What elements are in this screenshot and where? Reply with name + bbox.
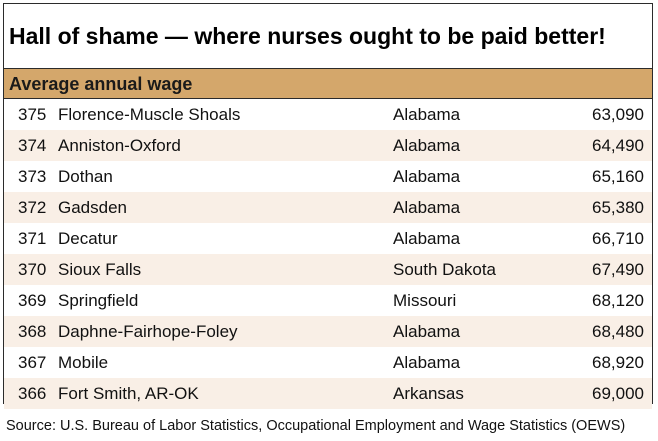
table-row: 372 Gadsden Alabama 65,380 [4, 192, 652, 223]
rank-cell: 368 [18, 322, 47, 341]
state-cell: Missouri [393, 291, 457, 310]
metro-cell: Springfield [58, 291, 139, 310]
metro-cell: Sioux Falls [58, 260, 142, 279]
rank-cell: 367 [18, 353, 47, 372]
rank-cell: 374 [18, 136, 47, 155]
state-cell: South Dakota [393, 260, 497, 279]
chart-title: Hall of shame — where nurses ought to be… [9, 23, 606, 49]
state-cell: Alabama [393, 322, 461, 341]
wage-cell: 68,480 [592, 322, 644, 341]
rank-cell: 373 [18, 167, 47, 186]
metro-cell: Anniston-Oxford [58, 136, 181, 155]
rank-cell: 369 [18, 291, 47, 310]
table-row: 371 Decatur Alabama 66,710 [4, 223, 652, 254]
table-row: 367 Mobile Alabama 68,920 [4, 347, 652, 378]
rank-cell: 372 [18, 198, 47, 217]
rank-cell: 370 [18, 260, 47, 279]
rank-cell: 375 [18, 105, 47, 124]
metro-cell: Fort Smith, AR-OK [58, 384, 199, 403]
state-cell: Alabama [393, 353, 461, 372]
table-row: 373 Dothan Alabama 65,160 [4, 161, 652, 192]
state-cell: Alabama [393, 105, 461, 124]
table-row: 374 Anniston-Oxford Alabama 64,490 [4, 130, 652, 161]
wage-cell: 63,090 [592, 105, 644, 124]
table-row: 368 Daphne-Fairhope-Foley Alabama 68,480 [4, 316, 652, 347]
state-cell: Arkansas [393, 384, 464, 403]
metro-cell: Daphne-Fairhope-Foley [58, 322, 238, 341]
table-row: 366 Fort Smith, AR-OK Arkansas 69,000 [4, 378, 652, 409]
wage-cell: 64,490 [592, 136, 644, 155]
metro-cell: Dothan [58, 167, 113, 186]
wage-cell: 67,490 [592, 260, 644, 279]
wage-cell: 65,160 [592, 167, 644, 186]
wage-cell: 65,380 [592, 198, 644, 217]
state-cell: Alabama [393, 136, 461, 155]
metro-cell: Mobile [58, 353, 109, 372]
table-body: 375 Florence-Muscle Shoals Alabama 63,090 37… [4, 99, 652, 409]
wage-cell: 68,920 [592, 353, 644, 372]
wage-cell: 69,000 [592, 384, 644, 403]
rank-cell: 371 [18, 229, 47, 248]
state-cell: Alabama [393, 229, 461, 248]
table-row: 369 Springfield Missouri 68,120 [4, 285, 652, 316]
metro-cell: Gadsden [58, 198, 127, 217]
metro-cell: Decatur [58, 229, 118, 248]
table-frame: Hall of shame — where nurses ought to be… [3, 3, 653, 409]
table-row: 375 Florence-Muscle Shoals Alabama 63,090 [4, 99, 652, 130]
table-row: 370 Sioux Falls South Dakota 67,490 [4, 254, 652, 285]
metro-cell: Florence-Muscle Shoals [58, 105, 241, 124]
source-note: Source: U.S. Bureau of Labor Statistics,… [6, 418, 626, 434]
wage-cell: 68,120 [592, 291, 644, 310]
state-cell: Alabama [393, 167, 461, 186]
state-cell: Alabama [393, 198, 461, 217]
table-subtitle: Average annual wage [4, 68, 652, 99]
wage-cell: 66,710 [592, 229, 644, 248]
rank-cell: 366 [18, 384, 47, 403]
